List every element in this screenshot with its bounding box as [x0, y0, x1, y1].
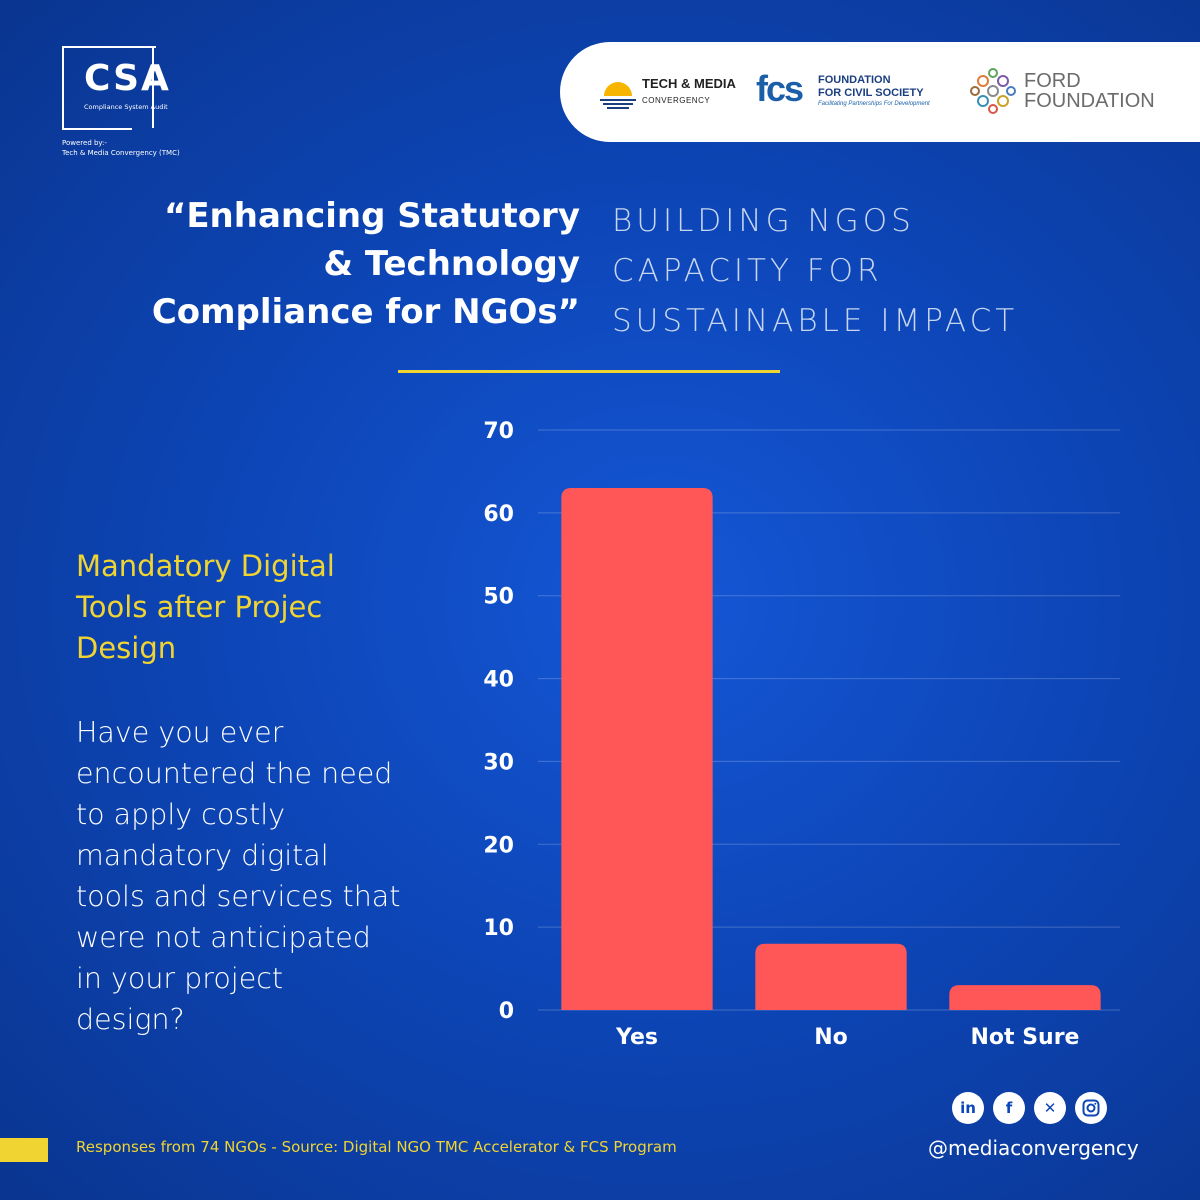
ford-line1: FORD [1024, 70, 1081, 92]
logo-frame-bottom [62, 128, 132, 130]
question-text-line4: mandatory digital [76, 839, 329, 872]
tmc-sub: CONVERGENCY [642, 96, 711, 105]
y-tick-label: 60 [483, 502, 514, 527]
y-tick-label: 40 [483, 668, 514, 693]
x-tick-label: Yes [615, 1025, 658, 1050]
fcs-logo: fcs FOUNDATION FOR CIVIL SOCIETY Facilit… [756, 66, 956, 121]
logo-frame [62, 46, 156, 130]
question-title: Mandatory Digital Tools after Projec Des… [76, 546, 436, 669]
fcs-mark: fcs [756, 68, 804, 109]
powered-by: Powered by:- Tech & Media Convergency (T… [62, 138, 180, 158]
sponsor-banner [560, 42, 1200, 142]
bar-no [755, 943, 907, 1010]
divider [398, 370, 780, 373]
headline-line3: Compliance for NGOs” [151, 292, 580, 332]
source-note: Responses from 74 NGOs - Source: Digital… [76, 1138, 677, 1156]
logo-frame-right [152, 46, 154, 128]
sun-icon [600, 82, 636, 109]
y-tick-label: 50 [483, 585, 514, 610]
social-handle[interactable]: @mediaconvergency [928, 1136, 1139, 1160]
instagram-glyph [1082, 1099, 1100, 1117]
headline: “Enhancing Statutory & Technology Compli… [100, 192, 580, 336]
facebook-icon[interactable]: f [993, 1092, 1025, 1124]
question-title-line3: Design [76, 631, 177, 665]
x-icon[interactable]: ✕ [1034, 1092, 1066, 1124]
bar-not-sure [949, 985, 1101, 1010]
question-text-line2: encountered the need [76, 757, 393, 790]
question-title-line2: Tools after Projec [76, 590, 323, 624]
question-title-line1: Mandatory Digital [76, 549, 335, 583]
x-tick-label: No [814, 1025, 848, 1050]
bar-chart: 0 10 20 30 40 50 60 70 Yes No Not Sure [483, 419, 1120, 1050]
question-text-line3: to apply costly [76, 798, 286, 831]
x-tick-label: Not Sure [971, 1025, 1080, 1050]
powered-by-name: Tech & Media Convergency (TMC) [62, 149, 180, 157]
headline-line1: “Enhancing Statutory [163, 196, 580, 236]
question-text-line8: design? [76, 1003, 185, 1036]
bar-yes [561, 488, 713, 1010]
ford-emblem-icon [970, 68, 1016, 114]
y-tick-label: 30 [483, 750, 514, 775]
headline-line2: & Technology [323, 244, 580, 284]
question-text-line6: were not anticipated [76, 921, 371, 954]
y-tick-label: 20 [483, 833, 514, 858]
y-tick-label: 70 [483, 419, 514, 444]
tmc-name: TECH & MEDIA [642, 76, 736, 91]
fcs-line2: FOR CIVIL SOCIETY [818, 87, 924, 99]
question-text-line5: tools and services that [76, 880, 401, 913]
subhead-line3: SUSTAINABLE IMPACT [612, 303, 1019, 339]
linkedin-icon[interactable]: in [952, 1092, 984, 1124]
social-icons: in f ✕ [952, 1092, 1112, 1124]
tmc-logo: TECH & MEDIA CONVERGENCY [598, 72, 748, 117]
subhead-line2: CAPACITY FOR [612, 253, 883, 289]
question-text-line1: Have you ever [76, 716, 284, 749]
powered-by-label: Powered by:- [62, 139, 107, 147]
y-tick-label: 10 [483, 916, 514, 941]
logo-subtitle: Compliance System Audit [84, 103, 168, 111]
ford-line2: FOUNDATION [1024, 90, 1155, 112]
subhead-line1: BUILDING NGOS [612, 203, 915, 239]
instagram-icon[interactable] [1075, 1092, 1107, 1124]
question-text: Have you ever encountered the need to ap… [76, 712, 446, 1040]
ford-logo: FORD FOUNDATION [968, 66, 1188, 118]
fcs-line1: FOUNDATION [818, 74, 891, 86]
fcs-tagline: Facilitating Partnerships For Developmen… [818, 101, 930, 107]
y-tick-label: 0 [499, 999, 514, 1024]
question-text-line7: in your project [76, 962, 284, 995]
footer-accent-bar [0, 1138, 48, 1162]
logo-title: CSA [84, 58, 171, 99]
subheading: BUILDING NGOS CAPACITY FOR SUSTAINABLE I… [612, 196, 1172, 346]
